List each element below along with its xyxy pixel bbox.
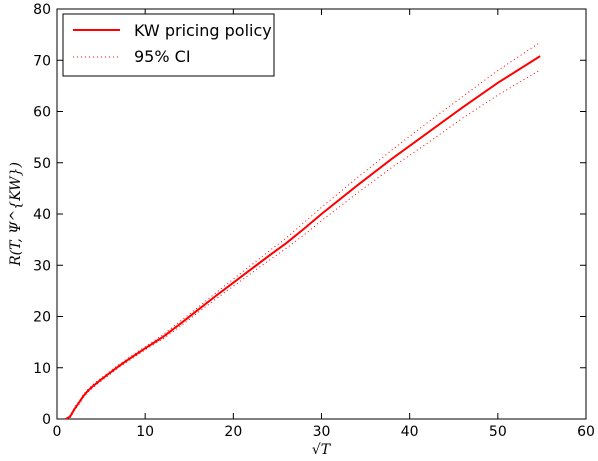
x-tick-label: 50 — [489, 424, 507, 440]
y-axis-label-text: R(T, Ψ^{KW}) — [8, 162, 24, 267]
legend-box — [62, 13, 275, 77]
plot-area: 0 10 20 30 40 50 60 0 10 20 30 40 50 60 70 80 — [33, 2, 595, 440]
y-tick-label: 60 — [33, 105, 51, 121]
kw-policy-line — [65, 55, 541, 420]
x-axis-label: √T — [312, 442, 332, 458]
ticks-layer: 0 10 20 30 40 50 60 0 10 20 30 40 50 60 70 80 — [33, 2, 595, 440]
x-tick-label: 10 — [136, 424, 154, 440]
ci-line-2 — [65, 69, 541, 420]
y-tick-label: 80 — [33, 2, 51, 18]
y-tick-label: 70 — [33, 53, 51, 69]
x-tick-label: 40 — [401, 424, 419, 440]
y-tick-label: 30 — [33, 258, 51, 274]
y-axis-label: R(T, Ψ^{KW}) — [8, 162, 24, 267]
legend-label-ci: 95% CI — [134, 47, 191, 66]
x-tick-label: 0 — [53, 424, 62, 440]
series-layer — [65, 41, 541, 420]
y-tick-label: 20 — [33, 310, 51, 326]
y-tick-label: 50 — [33, 156, 51, 172]
x-tick-label: 30 — [313, 424, 331, 440]
y-tick-label: 10 — [33, 361, 51, 377]
y-tick-label: 40 — [33, 207, 51, 223]
x-tick-label: 60 — [577, 424, 595, 440]
legend: KW pricing policy 95% CI — [62, 13, 275, 77]
legend-label-kw: KW pricing policy — [134, 21, 272, 40]
y-tick-label: 0 — [42, 412, 51, 428]
x-axis-label-text: √T — [312, 442, 332, 458]
x-tick-label: 20 — [224, 424, 242, 440]
